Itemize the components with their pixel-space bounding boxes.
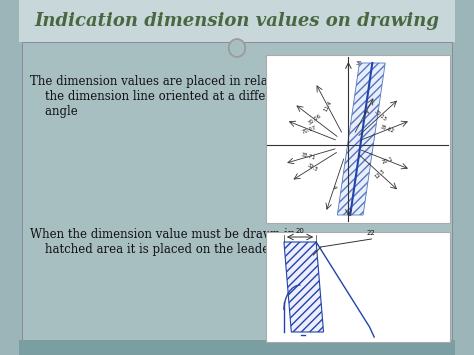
Text: 32.5: 32.5: [306, 163, 319, 173]
Text: When the dimension value must be drawn in: When the dimension value must be drawn i…: [30, 228, 295, 241]
Text: 20.1: 20.1: [381, 156, 394, 165]
Text: 11.4: 11.4: [323, 100, 333, 113]
Text: 30.06: 30.06: [307, 113, 322, 126]
Bar: [265, 55, 450, 223]
Text: 20: 20: [296, 228, 304, 234]
Text: Indication dimension values on drawing: Indication dimension values on drawing: [35, 12, 439, 30]
Text: 22: 22: [367, 230, 375, 236]
Text: hatched area it is placed on the leader line: hatched area it is placed on the leader …: [30, 243, 301, 256]
Bar: [22, 42, 452, 348]
Text: 12.3: 12.3: [374, 168, 386, 180]
Polygon shape: [284, 242, 324, 332]
Bar: [265, 232, 450, 342]
Text: angle: angle: [30, 105, 78, 118]
Text: The dimension values are placed in relation of: The dimension values are placed in relat…: [30, 75, 306, 88]
Text: 3": 3": [362, 109, 369, 117]
Text: 35.62: 35.62: [379, 125, 395, 135]
Text: the dimension line oriented at a different: the dimension line oriented at a differe…: [30, 90, 290, 103]
Bar: [19, 0, 455, 42]
Circle shape: [229, 39, 245, 57]
Text: 33.71: 33.71: [301, 152, 316, 161]
Text: 70.07: 70.07: [301, 125, 318, 135]
Text: 30.15: 30.15: [373, 109, 387, 123]
Bar: [19, 340, 455, 355]
Text: 3": 3": [356, 61, 362, 66]
Polygon shape: [337, 63, 385, 215]
Text: 4: 4: [331, 185, 337, 190]
